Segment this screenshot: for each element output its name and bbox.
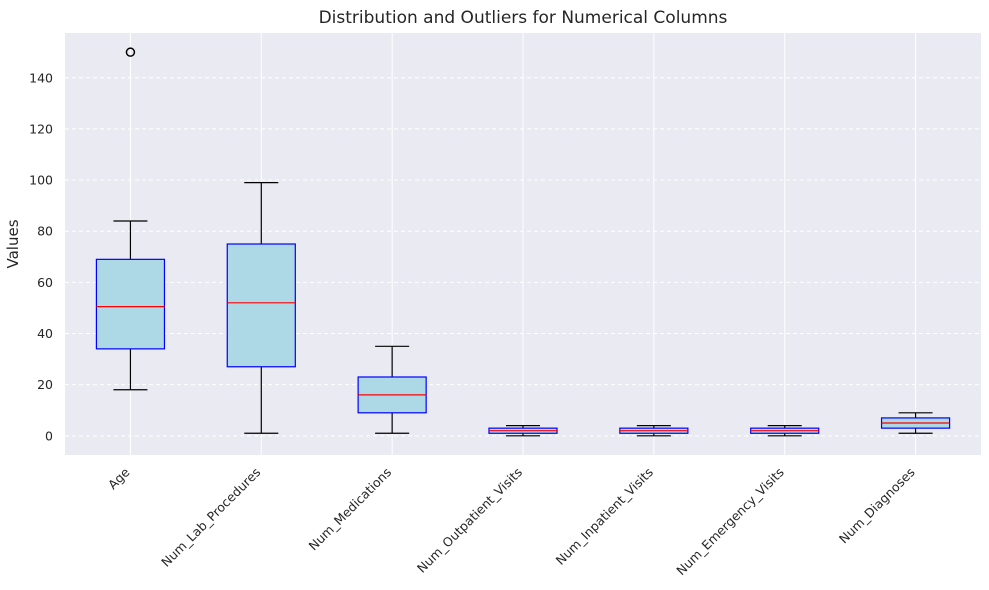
- y-tick-label: 0: [45, 428, 53, 443]
- x-tick-label: Num_Lab_Procedures: [158, 465, 263, 570]
- box-num-inpatient-visits: [619, 424, 689, 437]
- x-tick-label: Num_Medications: [305, 465, 394, 554]
- box-num-lab-procedures: [226, 182, 296, 434]
- box-age: [95, 47, 166, 391]
- y-tick-label: 60: [37, 275, 53, 290]
- x-tick-label: Num_Outpatient_Visits: [414, 465, 525, 576]
- y-tick-label: 140: [29, 70, 53, 85]
- y-axis-ticks: 0 20 40 60 80 100 120 140: [29, 70, 53, 443]
- x-tick-label: Num_Diagnoses: [836, 465, 918, 547]
- box-num-diagnoses: [880, 412, 951, 434]
- y-tick-label: 100: [29, 173, 53, 188]
- box-num-medications: [357, 345, 427, 434]
- box-body: [95, 258, 166, 350]
- y-tick-label: 80: [37, 224, 53, 239]
- box-body: [226, 243, 296, 368]
- box-num-outpatient-visits: [488, 424, 558, 437]
- y-tick-label: 20: [37, 377, 53, 392]
- box-num-emergency-visits: [750, 424, 820, 437]
- x-tick-label: Num_Emergency_Visits: [673, 465, 787, 579]
- y-axis-label: Values: [4, 219, 22, 268]
- y-tick-label: 120: [29, 121, 53, 136]
- y-tick-label: 40: [37, 326, 53, 341]
- chart-title: Distribution and Outliers for Numerical …: [319, 8, 728, 28]
- outlier-point: [125, 47, 136, 57]
- x-tick-label: Age: [105, 464, 133, 492]
- boxes: [95, 47, 951, 437]
- x-axis-ticks: Age Num_Lab_Procedures Num_Medications Num_…: [105, 464, 918, 578]
- x-tick-label: Num_Inpatient_Visits: [553, 465, 656, 568]
